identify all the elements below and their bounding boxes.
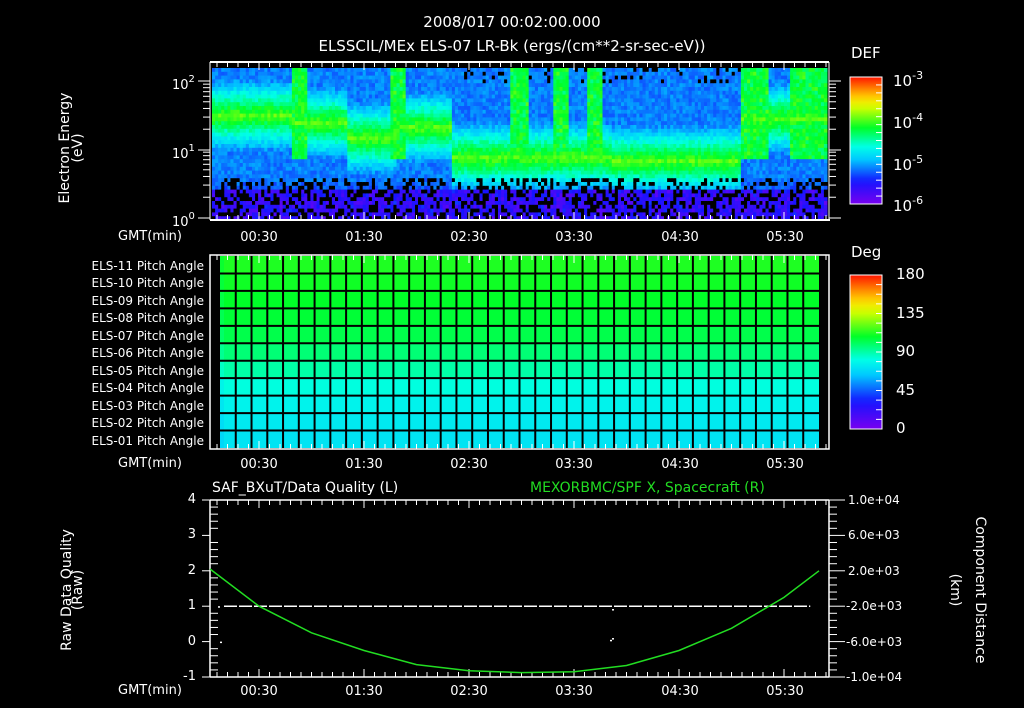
distance-axis-label: Component Distance	[972, 516, 988, 664]
def-colorbar-label: DEF	[851, 44, 881, 62]
time-tick-label: 02:30	[450, 684, 488, 699]
def-colorbar-tick-label: 10-3	[893, 69, 924, 90]
quality-tick-label: 2	[187, 562, 196, 578]
distance-tick-label: 2.0e+03	[848, 563, 900, 578]
plot-date-title: 2008/017 00:02:00.000	[423, 13, 601, 31]
plot-dataset-title: ELSSCIL/MEx ELS-07 LR-Bk (ergs/(cm**2-sr…	[318, 37, 706, 55]
time-tick-label: 02:30	[450, 457, 488, 472]
time-tick-label: 04:30	[661, 230, 699, 245]
pitch-angle-row-label: ELS-08 Pitch Angle	[91, 311, 204, 326]
time-tick-label: 03:30	[555, 457, 593, 472]
quality-tick-label: -1	[183, 669, 196, 684]
time-axis-label: GMT(min)	[118, 229, 182, 244]
distance-tick-label: -6.0e+03	[846, 634, 903, 649]
pitch-angle-row-label: ELS-10 Pitch Angle	[91, 276, 204, 291]
left-series-title: SAF_BXuT/Data Quality (L)	[212, 480, 399, 496]
time-tick-label: 04:30	[661, 684, 699, 699]
pitch-angle-row-label: ELS-04 Pitch Angle	[91, 381, 204, 396]
time-tick-label: 01:30	[345, 457, 383, 472]
time-tick-label: 03:30	[555, 230, 593, 245]
time-tick-label: 05:30	[766, 457, 804, 472]
quality-tick-label: 0	[187, 633, 196, 649]
energy-axis-units: (eV)	[70, 133, 86, 163]
quality-tick-label: 4	[187, 492, 196, 507]
right-series-title: MEXORBMC/SPF X, Spacecraft (R)	[530, 480, 765, 496]
quality-tick-label: 3	[187, 527, 196, 543]
distance-tick-label: 6.0e+03	[848, 528, 900, 543]
def-colorbar-tick-label: 10-6	[893, 194, 924, 215]
deg-colorbar-label: Deg	[851, 243, 882, 261]
deg-colorbar-tick-label: 45	[896, 380, 916, 399]
pitch-angle-row-label: ELS-05 Pitch Angle	[91, 363, 204, 378]
time-tick-label: 05:30	[766, 230, 804, 245]
pitch-angle-row-label: ELS-07 Pitch Angle	[91, 328, 204, 343]
time-tick-label: 04:30	[661, 457, 699, 472]
energy-tick-label: 101	[172, 143, 195, 162]
pitch-angle-row-label: ELS-01 Pitch Angle	[91, 433, 204, 448]
time-tick-label: 00:30	[240, 230, 278, 245]
time-tick-label: 00:30	[240, 684, 278, 699]
time-tick-label: 03:30	[555, 684, 593, 699]
pitch-angle-row-label: ELS-09 Pitch Angle	[91, 293, 204, 308]
pitch-angle-row-label: ELS-11 Pitch Angle	[91, 259, 204, 273]
def-colorbar-tick-label: 10-4	[893, 111, 924, 132]
pitch-angle-row-label: ELS-02 Pitch Angle	[91, 416, 204, 431]
def-colorbar-tick-label: 10-5	[893, 153, 924, 174]
distance-tick-label: -2.0e+03	[846, 599, 903, 614]
time-tick-label: 05:30	[766, 684, 804, 699]
quality-axis-units: (Raw)	[70, 569, 86, 611]
time-tick-label: 01:30	[345, 684, 383, 699]
deg-colorbar-tick-label: 0	[896, 419, 906, 437]
deg-colorbar-tick-label: 90	[896, 342, 916, 360]
time-tick-label: 02:30	[450, 230, 488, 245]
energy-tick-label: 102	[172, 74, 195, 93]
time-tick-label: 00:30	[240, 457, 278, 472]
energy-tick-label: 100	[172, 211, 195, 230]
time-axis-label: GMT(min)	[118, 683, 182, 698]
deg-colorbar-tick-label: 180	[896, 265, 925, 283]
distance-axis-units: (km)	[947, 573, 963, 607]
time-axis-label: GMT(min)	[118, 456, 182, 471]
time-tick-label: 01:30	[345, 230, 383, 245]
distance-tick-label: -1.0e+04	[846, 670, 903, 684]
quality-tick-label: 1	[187, 598, 196, 614]
pitch-angle-row-label: ELS-03 Pitch Angle	[91, 398, 204, 413]
pitch-angle-row-label: ELS-06 Pitch Angle	[91, 346, 204, 361]
distance-tick-label: 1.0e+04	[848, 493, 900, 507]
deg-colorbar-tick-label: 135	[896, 303, 925, 322]
